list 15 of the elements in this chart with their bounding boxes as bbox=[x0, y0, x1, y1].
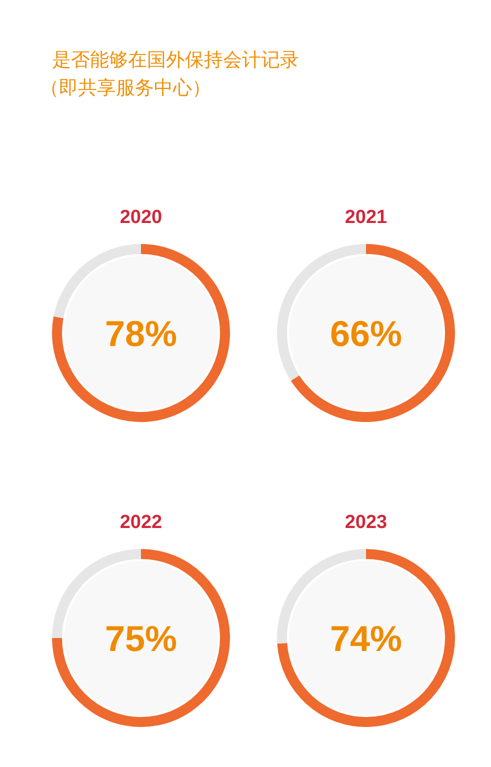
data-label: 74% bbox=[330, 618, 402, 659]
data-label: 75% bbox=[104, 618, 178, 659]
donut-slice bbox=[52, 549, 230, 727]
text: （即共享服务中心） bbox=[40, 77, 211, 99]
chart-title: 2022 bbox=[120, 512, 162, 533]
donut-slice bbox=[52, 244, 230, 422]
chart-title: 2023 bbox=[344, 512, 388, 533]
data-label: 78% bbox=[104, 313, 178, 354]
text: 是否能够在国外保持会计记录 bbox=[52, 50, 299, 71]
chart-title: 2020 bbox=[120, 207, 162, 228]
donut-slice bbox=[277, 549, 455, 727]
donut-slice bbox=[290, 244, 455, 422]
data-label: 66% bbox=[330, 313, 402, 354]
chart-title: 2021 bbox=[344, 207, 388, 228]
donut-slice bbox=[54, 244, 141, 318]
